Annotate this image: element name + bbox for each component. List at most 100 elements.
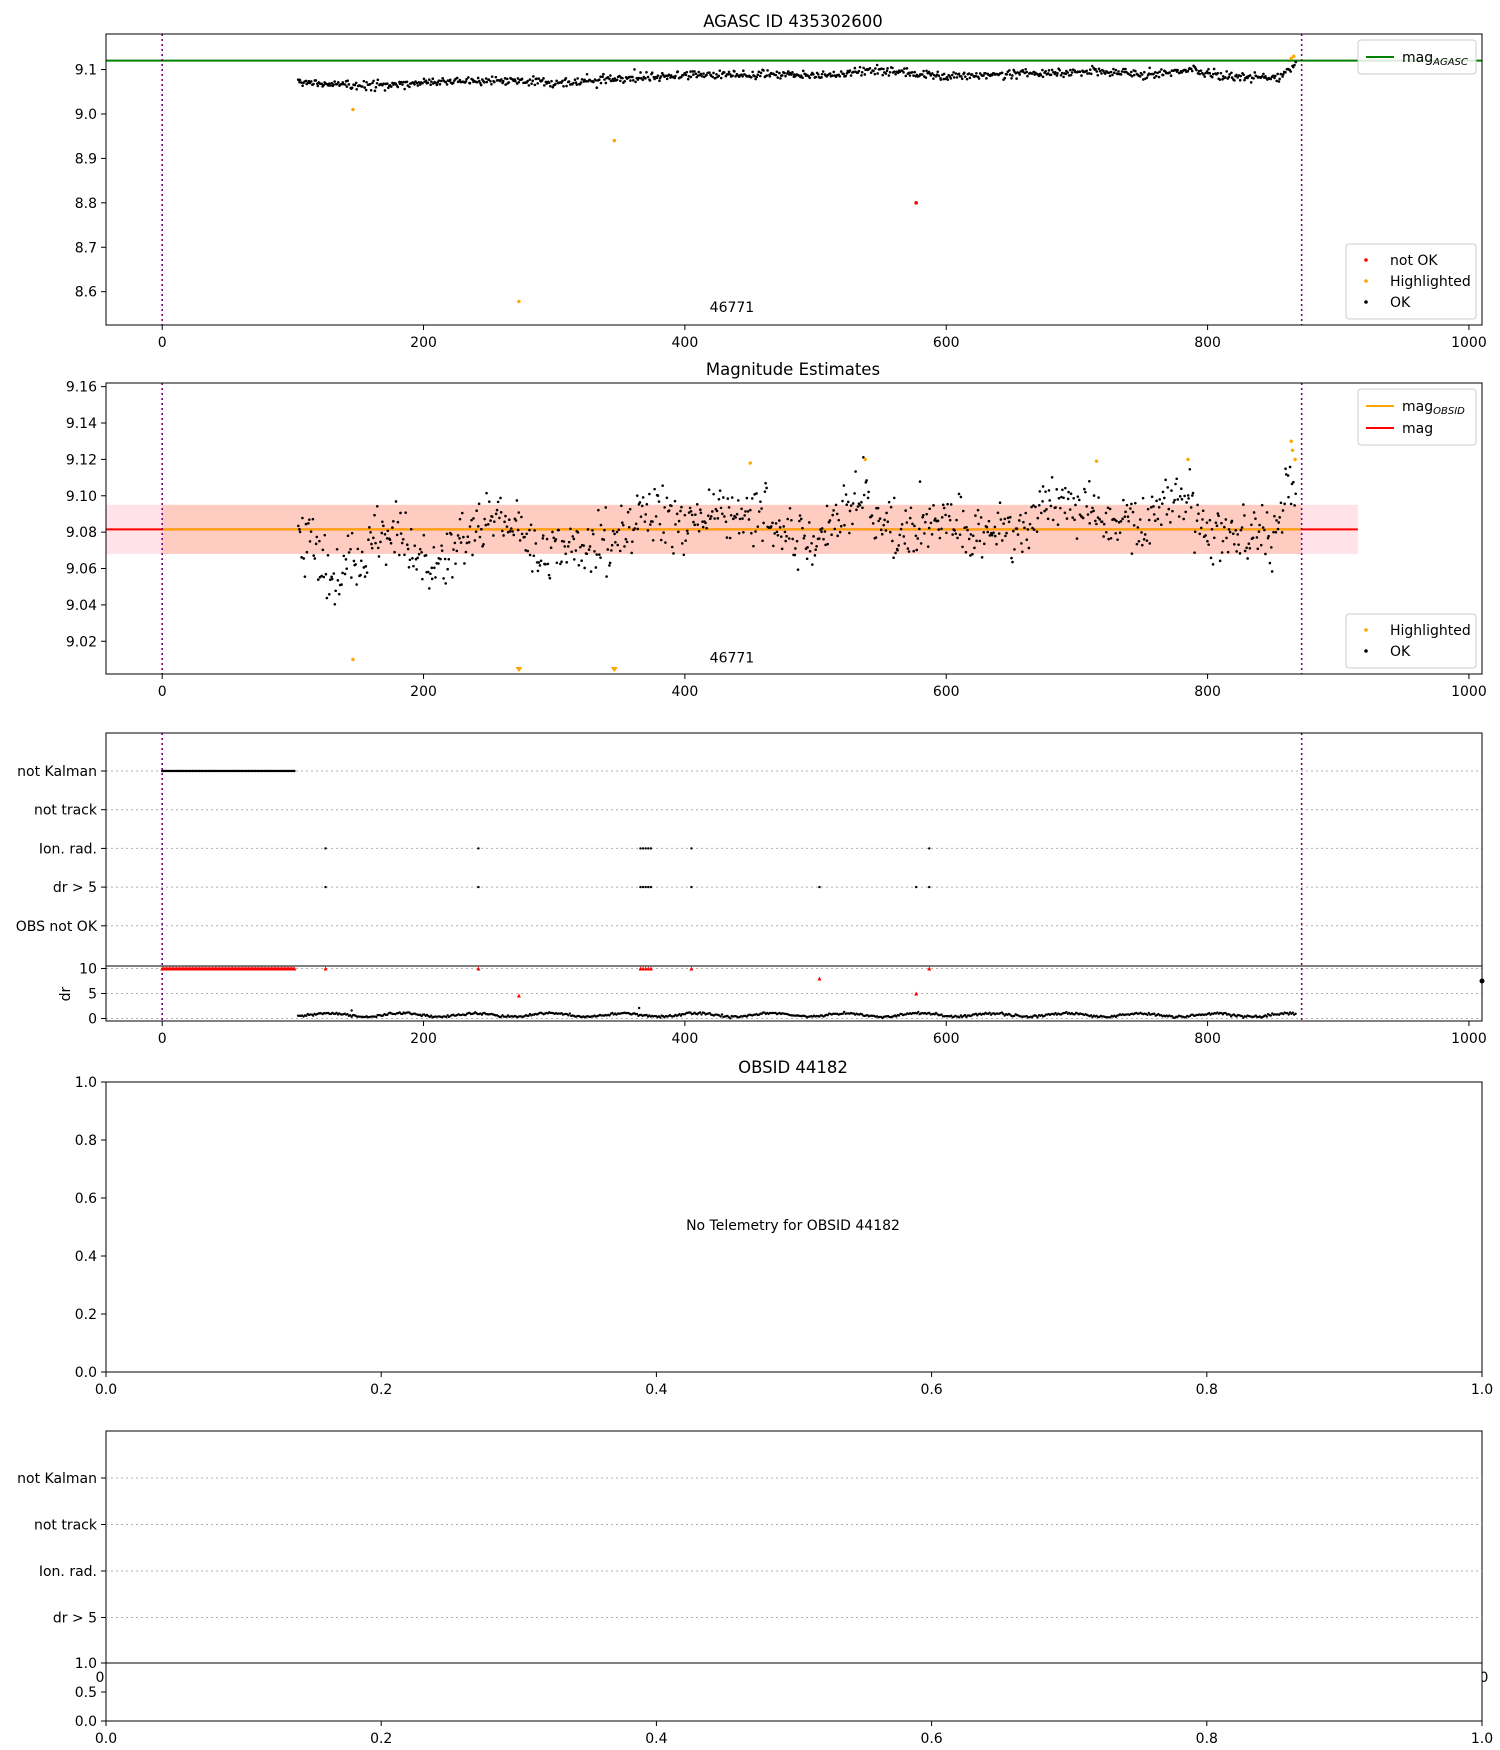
estimates-ok-point — [635, 494, 639, 497]
estimates-ok-point — [384, 563, 388, 567]
agasc-ok-point — [1003, 76, 1007, 80]
agasc-ytick-tick-label-1: 8.7 — [75, 240, 97, 256]
dr-red-extra-11 — [516, 993, 521, 998]
agasc-ok-point — [375, 81, 379, 85]
agasc-ok-point — [438, 82, 442, 86]
agasc-ytick-tick-label-5: 9.1 — [75, 63, 97, 79]
estimates-ok-point — [453, 541, 457, 545]
estimates-ok-point — [1212, 536, 1216, 540]
agasc-ok-point — [1087, 72, 1091, 75]
agasc-ok-point — [689, 75, 693, 79]
estimates-ok-point — [545, 537, 549, 541]
estimates-ok-point — [420, 550, 423, 554]
estimates-ok-point — [388, 538, 392, 542]
estimates-ok-point — [1191, 494, 1194, 497]
estimates-ok-point — [834, 503, 838, 507]
agasc-ok-point — [527, 84, 531, 87]
agasc-highlighted-point-0 — [351, 107, 355, 112]
estimates-ok-point — [403, 553, 406, 557]
estimates-ok-point — [627, 525, 631, 529]
estimates-ok-point — [1063, 511, 1067, 515]
estimates-ok-point — [608, 561, 612, 565]
estimates-ok-point — [349, 547, 352, 551]
estimates-ok-point — [315, 535, 319, 539]
estimates-ok-point — [1060, 495, 1063, 499]
agasc-ok-point — [421, 81, 424, 85]
agasc-ok-point — [952, 71, 955, 74]
estimates-ok-point — [534, 542, 538, 545]
estimates-ok-point — [1154, 519, 1157, 523]
agasc-ok-point — [365, 80, 368, 84]
estimates-ok-point — [301, 516, 304, 520]
flag-point — [818, 885, 821, 889]
estimates-ok-point — [722, 496, 725, 499]
agasc-ok-point — [876, 72, 879, 75]
obsid-ytick-tick-label-2: 0.4 — [75, 1249, 97, 1265]
flags2-sub-xtick-tick-label-2: 0.4 — [645, 1731, 667, 1747]
estimates-ok-point — [376, 546, 380, 550]
agasc-ok-point — [888, 70, 892, 74]
estimates-ok-point — [557, 528, 561, 532]
agasc-ok-point — [1252, 77, 1255, 80]
flag-point — [928, 847, 931, 850]
dr-red-extra-3 — [641, 966, 646, 971]
estimates-ok-point — [815, 544, 818, 548]
agasc-ok-point — [492, 80, 496, 84]
estimates-ok-point — [1220, 551, 1224, 554]
estimates-ok-point — [416, 556, 420, 560]
agasc-ok-point — [1044, 69, 1048, 73]
dr-point — [445, 1015, 448, 1019]
estimates-ok-point — [980, 556, 984, 559]
estimates-highlighted-point-7 — [1293, 457, 1297, 462]
agasc-xtick-tick-label-0: 0 — [158, 335, 167, 351]
estimates-ok-point — [728, 536, 732, 540]
agasc-marker-legend — [1345, 243, 1477, 320]
estimates-ok-point — [921, 515, 924, 519]
obsid-panel: OBSID 44182 0.0 0.2 0.4 0.6 0.8 1.00.00.20.40… — [75, 1058, 1493, 1398]
agasc-ok-point — [1117, 70, 1120, 73]
estimates-highlighted-point-4 — [1186, 457, 1190, 462]
flags-xtick-tick-label-0: 0 — [158, 1031, 167, 1047]
estimates-ok-point — [1193, 551, 1196, 554]
estimates-ok-point — [1195, 519, 1199, 522]
agasc-ok-point — [1097, 67, 1101, 71]
estimates-ok-point — [614, 541, 617, 544]
agasc-highlighted-point-4 — [1292, 54, 1296, 58]
estimates-ok-point — [1267, 534, 1270, 538]
estimates-ok-point — [883, 518, 886, 522]
agasc-ok-point — [386, 82, 389, 85]
estimates-ok-point — [593, 550, 596, 553]
estimates-ok-point — [742, 530, 745, 534]
agasc-ok-point — [489, 79, 492, 83]
agasc-ok-point — [693, 70, 696, 73]
estimates-ok-point — [599, 556, 602, 559]
estimates-ok-point — [923, 532, 926, 535]
flags2-sub-xtick-tick-label-0: 0.0 — [95, 1731, 117, 1747]
estimates-ok-point — [721, 512, 724, 516]
estimates-ok-point — [442, 577, 445, 580]
agasc-ytick-tick-label-3: 8.9 — [75, 151, 97, 167]
agasc-ok-point — [904, 74, 908, 78]
estimates-ok-point — [1265, 511, 1269, 514]
estimates-ok-point — [415, 568, 418, 571]
agasc-ok-point — [699, 72, 703, 76]
estimates-ok-point — [1037, 503, 1041, 507]
dr-point — [1153, 1012, 1156, 1015]
estimates-ok-point — [1098, 518, 1101, 521]
agasc-ok-point — [712, 71, 715, 75]
agasc-ok-point — [982, 74, 985, 77]
flag-point — [639, 847, 642, 850]
estimates-legend-marker-0 — [1364, 628, 1368, 632]
estimates-ok-point — [517, 511, 521, 514]
estimates-ok-point — [335, 547, 339, 551]
agasc-ok-point — [644, 77, 647, 80]
estimates-ok-point — [1022, 520, 1025, 524]
estimates-ok-point — [837, 518, 841, 522]
estimates-ok-point — [762, 521, 765, 525]
estimates-ok-point — [620, 521, 624, 524]
estimates-ok-point — [427, 587, 431, 590]
estimates-ok-point — [794, 547, 797, 550]
agasc-ok-point — [1207, 67, 1210, 71]
estimates-ok-point — [670, 504, 673, 508]
estimates-ok-point — [793, 553, 797, 557]
